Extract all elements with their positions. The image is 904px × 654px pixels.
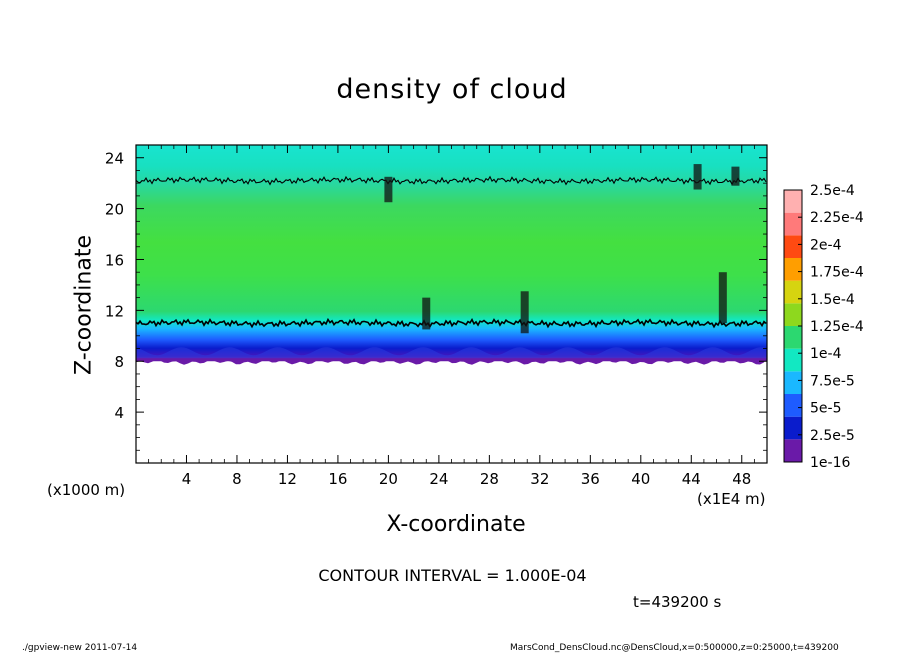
- colorbar-label: 2.25e-4: [810, 210, 864, 226]
- x-tick-label: 36: [581, 470, 600, 488]
- colorbar-label: 5e-5: [810, 401, 841, 417]
- y-tick-label: 8: [114, 353, 124, 371]
- colorbar-label: 2.5e-5: [810, 428, 855, 444]
- y-tick-label: 12: [105, 302, 124, 320]
- x-tick-label: 40: [631, 470, 650, 488]
- colorbar-label: 2.5e-4: [810, 183, 855, 199]
- colorbar-label: 7.5e-5: [810, 373, 855, 389]
- footer-right-text: MarsCond_DensCloud.nc@DensCloud,x=0:5000…: [510, 643, 839, 653]
- y-tick-label: 24: [105, 150, 124, 168]
- y-tick-label: 16: [105, 251, 124, 269]
- y-tick-label: 4: [114, 404, 124, 422]
- x-tick-label: 48: [732, 470, 751, 488]
- colorbar-swatch: [784, 348, 802, 372]
- colorbar-label: 1e-4: [810, 346, 842, 362]
- contour-feature: [384, 176, 393, 203]
- x-axis-unit: (x1E4 m): [697, 490, 766, 508]
- contour-feature: [422, 297, 431, 330]
- colorbar-swatch: [784, 235, 802, 258]
- colorbar-label: 1.5e-4: [810, 292, 855, 308]
- contour-feature: [693, 164, 702, 190]
- x-tick-label: 24: [429, 470, 448, 488]
- y-axis-unit: (x1000 m): [47, 481, 126, 499]
- contour-feature: [731, 166, 740, 186]
- x-tick-label: 44: [682, 470, 701, 488]
- contour-line: [135, 175, 767, 186]
- colorbar-swatch: [784, 371, 802, 394]
- x-axis-label: X-coordinate: [386, 512, 526, 537]
- colorbar-label: 1.75e-4: [810, 265, 864, 281]
- contour-interval-label: CONTOUR INTERVAL = 1.000E-04: [318, 566, 587, 585]
- time-label: t=439200 s: [633, 593, 722, 611]
- x-tick-label: 12: [278, 470, 297, 488]
- cloud-density-field: [136, 145, 767, 362]
- colorbar-swatch: [784, 303, 802, 326]
- colorbar-swatch: [784, 212, 802, 236]
- contour-feature: [718, 272, 727, 324]
- x-tick-label: 16: [328, 470, 347, 488]
- x-tick-label: 4: [182, 470, 192, 488]
- colorbar-swatch: [784, 394, 802, 417]
- cloud-base-edge: [136, 357, 767, 365]
- colorbar-swatch: [784, 439, 802, 462]
- colorbar-swatch: [784, 416, 802, 440]
- y-tick-label: 20: [105, 201, 124, 219]
- contour-line: [135, 317, 767, 329]
- colorbar-label: 1.25e-4: [810, 319, 864, 335]
- chart-title: density of cloud: [336, 74, 568, 105]
- colorbar-label: 2e-4: [810, 237, 842, 253]
- colorbar-swatch: [784, 190, 802, 213]
- x-tick-label: 8: [232, 470, 242, 488]
- colorbar-swatch: [784, 258, 802, 281]
- footer-left-text: ./gpview-new 2011-07-14: [22, 643, 138, 653]
- colorbar-label: 1e-16: [810, 455, 850, 471]
- contour-feature: [520, 291, 529, 334]
- y-axis-label: Z-coordinate: [71, 235, 97, 375]
- x-tick-label: 32: [530, 470, 549, 488]
- x-tick-label: 20: [379, 470, 398, 488]
- x-tick-label: 28: [480, 470, 499, 488]
- colorbar-swatch: [784, 280, 802, 304]
- cloud-base-waves: [136, 347, 767, 359]
- colorbar-swatch: [784, 326, 802, 349]
